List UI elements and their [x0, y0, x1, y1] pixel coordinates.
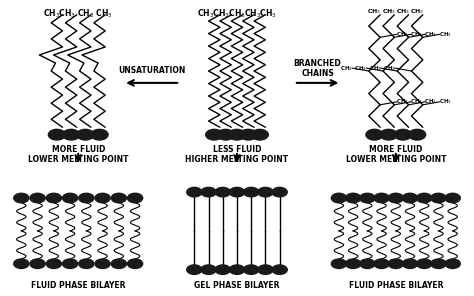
Circle shape — [360, 193, 375, 203]
Circle shape — [258, 265, 273, 274]
Text: CH$_3$: CH$_3$ — [396, 97, 409, 106]
Text: MORE FLUID
LOWER MELTING POINT: MORE FLUID LOWER MELTING POINT — [346, 145, 446, 165]
Circle shape — [244, 265, 259, 274]
Circle shape — [380, 129, 397, 140]
Circle shape — [240, 129, 257, 140]
Text: CH$_3$CH$_3$ CH$_3$ CH$_3$: CH$_3$CH$_3$ CH$_3$ CH$_3$ — [44, 7, 113, 20]
Circle shape — [445, 193, 460, 203]
Circle shape — [201, 265, 216, 274]
Circle shape — [215, 265, 230, 274]
Circle shape — [201, 187, 216, 197]
Text: CH$_3$: CH$_3$ — [410, 97, 423, 106]
Circle shape — [360, 259, 375, 268]
Circle shape — [14, 193, 29, 203]
Circle shape — [128, 193, 143, 203]
Text: CH$_3$: CH$_3$ — [424, 30, 438, 39]
Text: CH$_3$: CH$_3$ — [410, 30, 423, 39]
Text: CH$_3$: CH$_3$ — [396, 30, 409, 39]
Circle shape — [79, 193, 94, 203]
Text: CH$_3$: CH$_3$ — [368, 64, 382, 73]
Circle shape — [128, 259, 143, 268]
Text: CH$_3$: CH$_3$ — [424, 97, 438, 106]
Circle shape — [46, 259, 62, 268]
Circle shape — [95, 259, 110, 268]
Text: CH$_3$: CH$_3$ — [382, 7, 396, 16]
Circle shape — [217, 129, 234, 140]
Circle shape — [111, 193, 127, 203]
Circle shape — [402, 259, 418, 268]
Circle shape — [79, 259, 94, 268]
Circle shape — [91, 129, 108, 140]
Circle shape — [187, 265, 202, 274]
Circle shape — [48, 129, 65, 140]
Circle shape — [244, 187, 259, 197]
Circle shape — [229, 187, 245, 197]
Circle shape — [95, 193, 110, 203]
Circle shape — [251, 129, 268, 140]
Text: FLUID PHASE BILAYER: FLUID PHASE BILAYER — [31, 281, 126, 290]
Circle shape — [394, 129, 411, 140]
Circle shape — [30, 193, 45, 203]
Circle shape — [14, 259, 29, 268]
Text: LESS FLUID
HIGHER MELTING POINT: LESS FLUID HIGHER MELTING POINT — [185, 145, 289, 165]
Circle shape — [215, 187, 230, 197]
Text: CH$_3$CH$_3$CH$_3$CH$_3$CH$_3$: CH$_3$CH$_3$CH$_3$CH$_3$CH$_3$ — [197, 7, 277, 20]
Text: CH$_3$: CH$_3$ — [410, 7, 424, 16]
Circle shape — [374, 193, 389, 203]
Text: CH$_3$: CH$_3$ — [354, 64, 367, 73]
Circle shape — [331, 193, 346, 203]
Circle shape — [63, 193, 78, 203]
Circle shape — [187, 187, 202, 197]
Text: CH$_3$: CH$_3$ — [367, 7, 382, 16]
Circle shape — [63, 129, 80, 140]
Circle shape — [417, 193, 432, 203]
Circle shape — [374, 259, 389, 268]
Circle shape — [431, 193, 446, 203]
Circle shape — [417, 259, 432, 268]
Circle shape — [445, 259, 460, 268]
Circle shape — [272, 187, 287, 197]
Circle shape — [402, 193, 418, 203]
Text: CH$_3$: CH$_3$ — [340, 64, 353, 73]
Circle shape — [388, 193, 403, 203]
Text: GEL PHASE BILAYER: GEL PHASE BILAYER — [194, 281, 280, 290]
Circle shape — [346, 193, 361, 203]
Text: FLUID PHASE BILAYER: FLUID PHASE BILAYER — [348, 281, 443, 290]
Circle shape — [228, 129, 246, 140]
Text: UNSATURATION: UNSATURATION — [118, 67, 185, 75]
Circle shape — [346, 259, 361, 268]
Circle shape — [77, 129, 94, 140]
Circle shape — [206, 129, 223, 140]
Text: CH$_3$: CH$_3$ — [438, 97, 452, 106]
Circle shape — [30, 259, 45, 268]
Circle shape — [272, 265, 287, 274]
Circle shape — [366, 129, 383, 140]
Circle shape — [409, 129, 426, 140]
Text: CH$_3$: CH$_3$ — [396, 7, 410, 16]
Circle shape — [46, 193, 62, 203]
Text: CH$_3$: CH$_3$ — [383, 64, 396, 73]
Circle shape — [431, 259, 446, 268]
Circle shape — [331, 259, 346, 268]
Text: CH$_3$: CH$_3$ — [438, 30, 452, 39]
Circle shape — [111, 259, 127, 268]
Text: BRANCHED
CHAINS: BRANCHED CHAINS — [294, 59, 341, 78]
Circle shape — [388, 259, 403, 268]
Circle shape — [258, 187, 273, 197]
Circle shape — [63, 259, 78, 268]
Text: MORE FLUID
LOWER MELTING POINT: MORE FLUID LOWER MELTING POINT — [28, 145, 128, 165]
Circle shape — [229, 265, 245, 274]
